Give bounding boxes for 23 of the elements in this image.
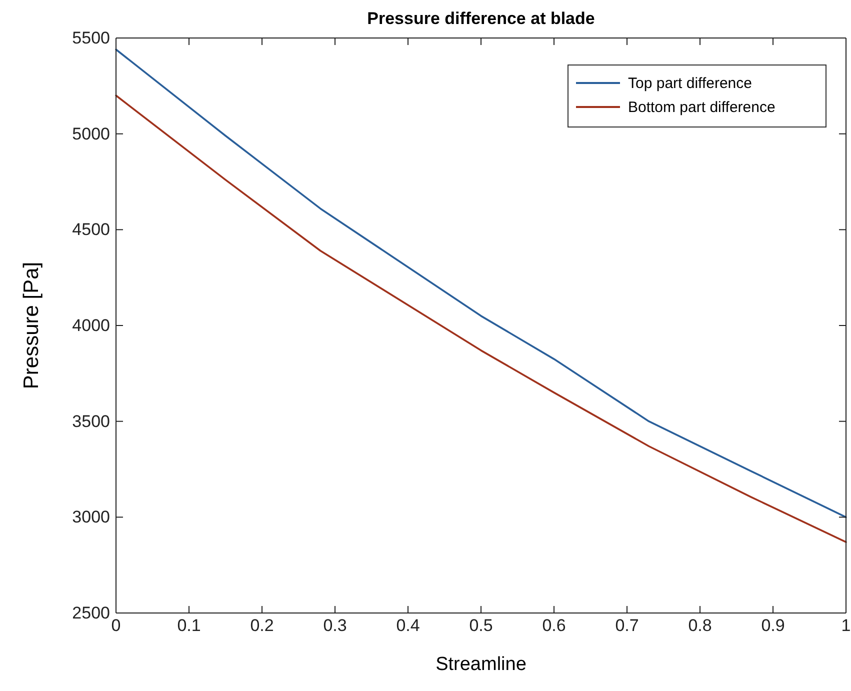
x-tick-label: 0.5 (469, 616, 493, 636)
x-tick-label: 0.6 (542, 616, 566, 636)
x-tick-label: 0.4 (396, 616, 420, 636)
x-tick-label: 1 (841, 616, 851, 636)
legend-label: Bottom part difference (628, 99, 776, 116)
x-tick-label: 0.7 (615, 616, 639, 636)
y-tick-label: 4500 (72, 220, 110, 240)
legend-label: Top part difference (628, 75, 752, 92)
x-tick-label: 0.1 (177, 616, 201, 636)
x-axis-title: Streamline (436, 654, 526, 675)
y-tick-label: 4000 (72, 316, 110, 335)
y-axis-title: Pressure [Pa] (20, 262, 43, 390)
x-tick-label: 0.2 (250, 616, 274, 636)
x-tick-label: 0.3 (323, 616, 347, 636)
chart-title: Pressure difference at blade (367, 9, 595, 28)
x-tick-label: 0 (111, 616, 121, 636)
x-tick-label: 0.8 (688, 616, 712, 636)
y-tick-label: 3500 (72, 412, 110, 431)
y-tick-label: 5000 (72, 124, 110, 144)
y-tick-label: 3000 (72, 508, 110, 527)
y-tick-label: 5500 (72, 28, 110, 48)
x-tick-label: 0.9 (761, 616, 785, 636)
y-tick-label: 2500 (72, 603, 110, 622)
